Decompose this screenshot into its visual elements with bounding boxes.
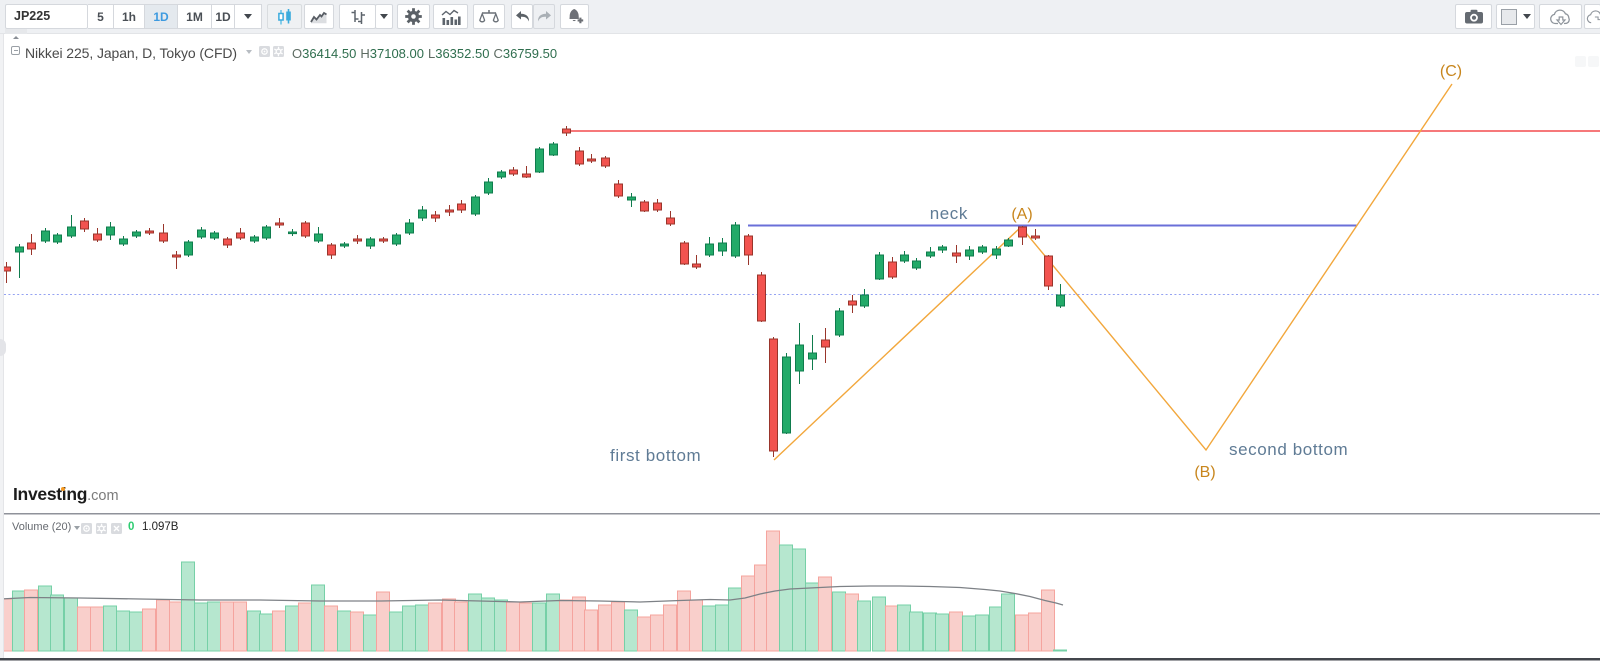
svg-text:(B): (B) (1194, 464, 1215, 481)
svg-text:neck: neck (930, 204, 968, 223)
svg-text:(A): (A) (1011, 206, 1032, 223)
svg-text:(C): (C) (1440, 63, 1462, 80)
svg-text:first bottom: first bottom (610, 446, 701, 465)
svg-text:second bottom: second bottom (1229, 440, 1348, 459)
